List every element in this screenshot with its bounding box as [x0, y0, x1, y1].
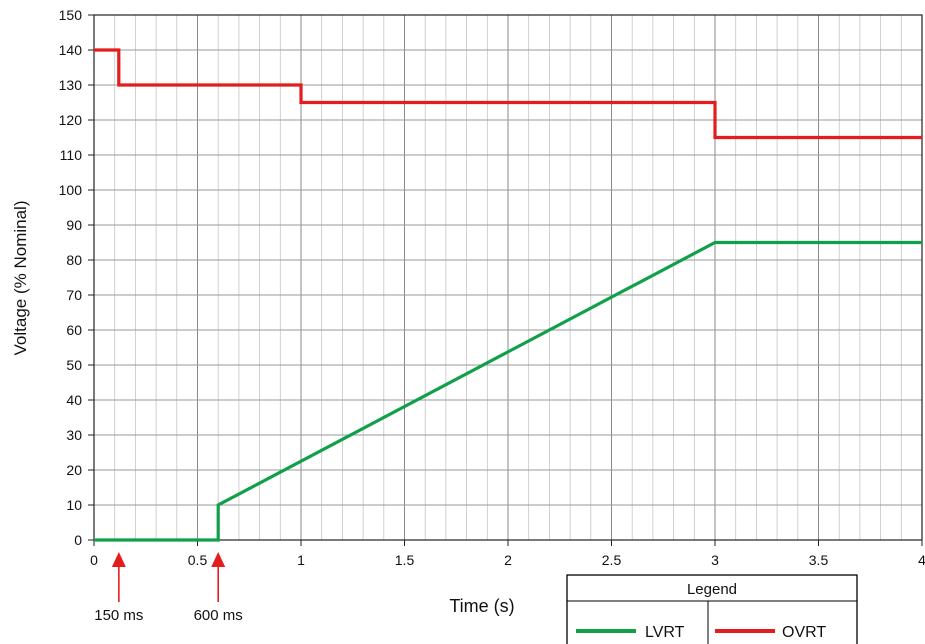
y-tick-label: 90	[66, 217, 82, 233]
x-tick-label: 3	[711, 552, 719, 568]
y-tick-label: 100	[59, 182, 83, 198]
x-tick-label: 2	[504, 552, 512, 568]
x-tick-label: 0.5	[188, 552, 208, 568]
y-tick-label: 30	[66, 427, 82, 443]
annotation-label: 150 ms	[94, 607, 143, 624]
y-tick-label: 80	[66, 252, 82, 268]
y-axis-label: Voltage (% Nominal)	[11, 201, 30, 356]
legend-title: Legend	[687, 581, 737, 598]
x-tick-label: 4	[918, 552, 925, 568]
y-tick-label: 0	[74, 532, 82, 548]
y-tick-label: 130	[59, 77, 83, 93]
y-tick-label: 150	[59, 7, 83, 23]
legend-label-lvrt: LVRT	[645, 624, 685, 641]
y-tick-label: 110	[60, 147, 83, 163]
x-axis-label: Time (s)	[449, 596, 514, 616]
x-tick-label: 3.5	[809, 552, 829, 568]
y-tick-label: 120	[59, 112, 83, 128]
legend-label-ovrt: OVRT	[782, 624, 826, 641]
annotation-arrow-head	[111, 552, 126, 567]
y-tick-label: 140	[59, 42, 83, 58]
x-axis-tick-labels: 0 0.5 1 1.5 2 2.5 3 3.5 4	[90, 540, 925, 568]
y-tick-label: 60	[66, 322, 82, 338]
x-tick-label: 1.5	[395, 552, 415, 568]
y-tick-label: 20	[66, 462, 82, 478]
annotations: 150 ms 600 ms	[94, 552, 243, 624]
annotation-arrow-head	[211, 552, 226, 567]
series-layer	[94, 48, 922, 542]
series-line-ovrt	[94, 48, 922, 140]
x-tick-label: 2.5	[602, 552, 622, 568]
x-tick-label: 0	[90, 552, 98, 568]
y-tick-label: 50	[66, 357, 82, 373]
x-tick-label: 1	[297, 552, 305, 568]
legend: Legend LVRT OVRT	[566, 574, 858, 644]
series-line-lvrt	[94, 240, 922, 542]
y-axis-tick-labels: 0 10 20 30 40 50 60 70 80 90 100 110 120 130 140 150	[59, 7, 94, 548]
y-tick-label: 40	[66, 392, 82, 408]
y-tick-label: 10	[66, 497, 82, 513]
annotation-label: 600 ms	[194, 607, 243, 624]
y-tick-label: 70	[66, 287, 82, 303]
